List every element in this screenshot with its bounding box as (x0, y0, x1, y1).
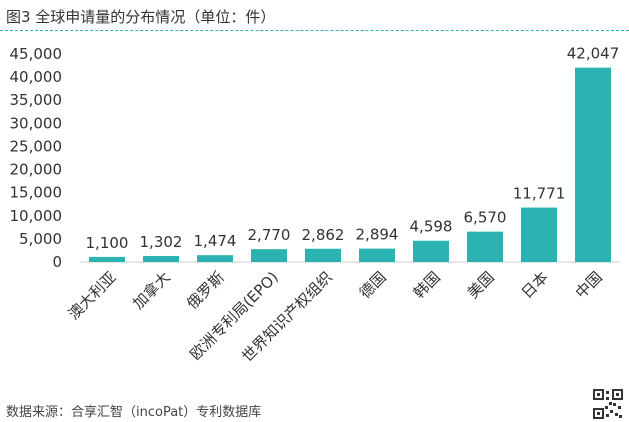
bar-value-label: 6,570 (464, 209, 507, 227)
bar-value-label: 2,862 (302, 226, 345, 244)
y-tick-label: 5,000 (19, 230, 62, 248)
bar (521, 207, 557, 262)
y-tick-label: 15,000 (10, 184, 63, 202)
y-tick-label: 35,000 (10, 91, 63, 109)
bar-value-label: 42,047 (567, 45, 620, 63)
bar (575, 67, 611, 263)
bar (413, 240, 449, 262)
bar (143, 255, 179, 262)
bar-value-label: 1,302 (140, 233, 183, 251)
bar-chart: 0 5,000 10,000 15,000 20,000 25,000 30,000 35,0… (10, 45, 620, 366)
y-axis-ticks: 0 5,000 10,000 15,000 20,000 25,000 30,000 35,0… (10, 45, 63, 271)
qr-code-icon (593, 389, 623, 419)
bar-value-label: 11,771 (513, 185, 566, 203)
y-tick-label: 10,000 (10, 207, 63, 225)
source-note: 数据来源：合享汇智（incoPat）专利数据库 (6, 405, 262, 420)
bar-value-label: 1,100 (86, 234, 129, 252)
bar (359, 248, 395, 262)
x-tick-label: 世界知识产权组织 (238, 268, 336, 366)
x-tick-label: 俄罗斯 (183, 268, 228, 313)
y-tick-label: 40,000 (10, 68, 63, 86)
figure-title: 图3 全球申请量的分布情况（单位：件） (6, 8, 276, 26)
x-tick-label: 澳大利亚 (65, 268, 120, 323)
x-tick-label: 美国 (464, 268, 498, 302)
bar-value-labels: 1,100 1,302 1,474 2,770 2,862 2,894 4,598 6,570… (86, 45, 620, 252)
bar (251, 249, 287, 262)
bar (467, 231, 503, 262)
y-tick-label: 30,000 (10, 114, 63, 132)
bar-value-label: 2,770 (248, 226, 291, 244)
title-divider (0, 30, 629, 31)
bar (89, 256, 125, 262)
y-tick-label: 0 (52, 253, 62, 271)
y-tick-label: 20,000 (10, 161, 63, 179)
x-tick-label: 加拿大 (129, 268, 174, 313)
y-tick-label: 45,000 (10, 45, 63, 63)
bar-value-label: 1,474 (194, 232, 237, 250)
x-tick-label: 德国 (356, 268, 390, 302)
x-tick-label: 中国 (572, 268, 606, 302)
bar-value-label: 2,894 (356, 226, 399, 244)
x-tick-label: 日本 (518, 268, 552, 302)
y-tick-label: 25,000 (10, 137, 63, 155)
bar (197, 255, 233, 262)
bar (305, 248, 341, 262)
bars (89, 67, 611, 263)
x-tick-label: 韩国 (410, 268, 444, 302)
bar-value-label: 4,598 (410, 218, 453, 236)
